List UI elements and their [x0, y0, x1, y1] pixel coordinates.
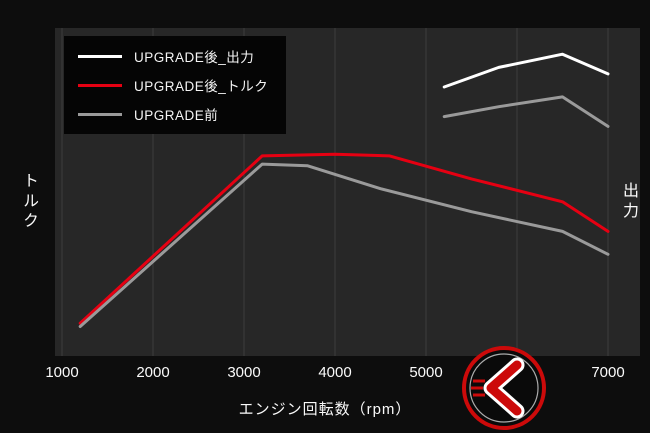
logo-inner-ring [469, 353, 539, 423]
series-power-after-upgrade [442, 52, 610, 89]
legend-line-sample [78, 83, 122, 87]
legend-item-0: UPGRADE後_出力 [78, 46, 268, 66]
legend-item-2: UPGRADE前 [78, 104, 268, 124]
x-tick-5000: 5000 [409, 364, 443, 381]
legend-label: UPGRADE前 [134, 108, 219, 123]
legend-label: UPGRADE後_トルク [134, 79, 269, 94]
x-tick-3000: 3000 [227, 364, 261, 381]
legend-item-1: UPGRADE後_トルク [78, 75, 268, 95]
x-tick-1000: 1000 [45, 364, 79, 381]
y-axis-label-right: 出力 [620, 182, 637, 222]
legend-label: UPGRADE後_出力 [134, 50, 255, 65]
red-chevron-logo-badge [461, 345, 547, 431]
legend-line-sample [78, 112, 122, 116]
x-tick-7000: 7000 [591, 364, 625, 381]
logo-speed-lines [471, 379, 485, 397]
logo-chevron-icon [486, 360, 522, 416]
chart-legend: UPGRADE後_出力 UPGRADE後_トルク UPGRADE前 [64, 36, 287, 134]
x-axis-title: エンジン回転数（rpm） [238, 401, 412, 418]
x-tick-2000: 2000 [136, 364, 170, 381]
series-power-before-upgrade [442, 95, 610, 128]
legend-line-sample [78, 54, 122, 58]
series-torque-before-upgrade [78, 162, 610, 328]
series-torque-after-upgrade [78, 152, 610, 325]
y-axis-label-left: トルク [20, 172, 37, 232]
logo-ring [462, 346, 546, 430]
x-tick-4000: 4000 [318, 364, 352, 381]
